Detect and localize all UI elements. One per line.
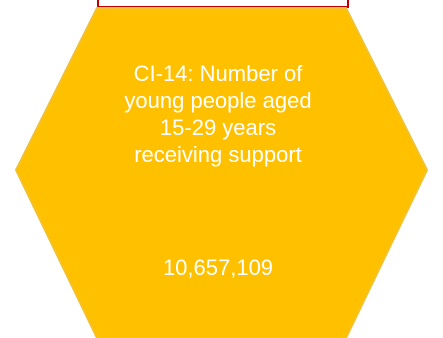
indicator-title-line-2: young people aged — [124, 88, 312, 113]
indicator-title-line-4: receiving support — [134, 142, 302, 167]
indicator-title-line-1: CI-14: Number of — [133, 61, 303, 86]
indicator-title: CI-14: Number of young people aged 15-29… — [88, 60, 348, 168]
indicator-value: 10,657,109 — [162, 255, 274, 280]
indicator-title-line-3: 15-29 years — [159, 115, 277, 140]
hexagon-shape — [14, 7, 429, 338]
